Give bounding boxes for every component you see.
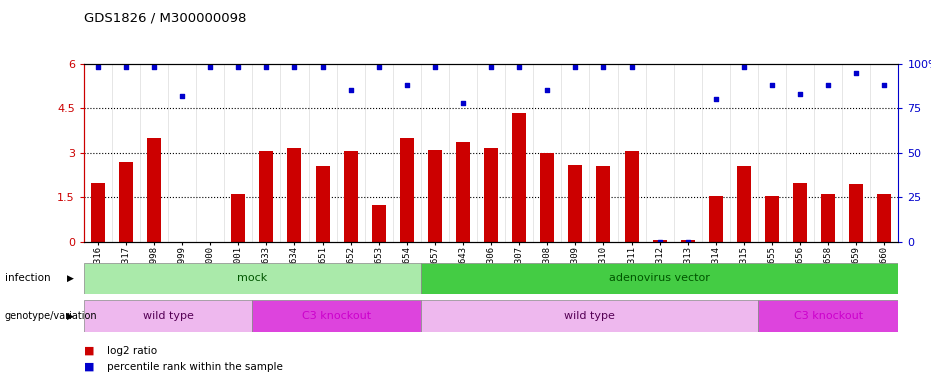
Text: genotype/variation: genotype/variation (5, 311, 97, 321)
Bar (681, 240, 695, 242)
Bar (316, 166, 330, 242)
Text: mock: mock (237, 273, 267, 284)
Bar (625, 152, 639, 242)
Text: adenovirus vector: adenovirus vector (609, 273, 710, 284)
Point (399, 82, 414, 88)
Text: ▶: ▶ (67, 311, 74, 320)
Point (455, 100, 470, 106)
Bar (147, 138, 161, 242)
Bar (399, 138, 414, 242)
Bar (231, 194, 245, 242)
Point (596, 64, 611, 70)
Bar (737, 166, 751, 242)
Point (259, 64, 274, 70)
Bar (708, 196, 722, 242)
Point (371, 64, 386, 70)
Point (792, 91, 807, 97)
Bar (758, 300, 898, 332)
Bar (91, 183, 105, 242)
Text: percentile rank within the sample: percentile rank within the sample (107, 362, 283, 372)
Bar (484, 148, 498, 242)
Bar (260, 152, 274, 242)
Point (764, 82, 779, 88)
Bar (428, 150, 442, 242)
Point (287, 64, 302, 70)
Point (315, 64, 330, 70)
Text: infection: infection (5, 273, 50, 284)
Bar (821, 194, 835, 242)
Point (568, 64, 583, 70)
Point (540, 87, 555, 93)
Bar (371, 205, 385, 242)
Bar (568, 165, 583, 242)
Point (624, 64, 639, 70)
Text: C3 knockout: C3 knockout (793, 311, 863, 321)
Bar (456, 142, 470, 242)
Point (681, 239, 695, 245)
Point (653, 239, 668, 245)
Point (512, 64, 527, 70)
Bar (653, 240, 667, 242)
Text: ■: ■ (84, 346, 94, 355)
Text: wild type: wild type (564, 311, 614, 321)
Bar (344, 152, 358, 242)
Point (484, 64, 499, 70)
Bar (793, 183, 807, 242)
Bar (421, 262, 898, 294)
Point (849, 70, 864, 76)
Point (231, 64, 246, 70)
Bar (765, 196, 779, 242)
Text: GDS1826 / M300000098: GDS1826 / M300000098 (84, 11, 246, 24)
Bar (288, 148, 302, 242)
Point (344, 87, 358, 93)
Text: ▶: ▶ (67, 274, 74, 283)
Point (821, 82, 836, 88)
Point (146, 64, 161, 70)
Bar (84, 262, 421, 294)
Bar (252, 300, 421, 332)
Point (118, 64, 133, 70)
Bar (421, 300, 758, 332)
Point (203, 64, 218, 70)
Text: log2 ratio: log2 ratio (107, 346, 157, 355)
Bar (849, 184, 863, 242)
Bar (119, 162, 133, 242)
Bar (84, 300, 252, 332)
Bar (877, 194, 891, 242)
Text: wild type: wild type (142, 311, 194, 321)
Point (90, 64, 105, 70)
Point (736, 64, 751, 70)
Text: ■: ■ (84, 362, 94, 372)
Bar (512, 113, 526, 242)
Point (427, 64, 442, 70)
Point (877, 82, 892, 88)
Bar (540, 153, 554, 242)
Bar (597, 166, 611, 242)
Point (175, 93, 190, 99)
Text: C3 knockout: C3 knockout (302, 311, 371, 321)
Point (708, 96, 723, 102)
